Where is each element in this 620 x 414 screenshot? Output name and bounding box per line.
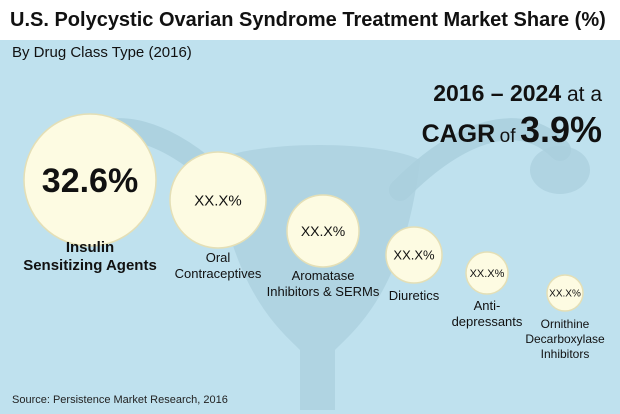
bubble [23, 113, 157, 247]
cagr-label: CAGR [421, 120, 496, 148]
category-label: Decarboxylase [525, 332, 605, 346]
category-label: Inhibitors [541, 347, 590, 361]
bubble-value-label: XX.X% [194, 192, 242, 209]
source-note: Source: Persistence Market Research, 201… [12, 394, 228, 406]
category-label: Contraceptives [175, 266, 262, 281]
bubble [546, 274, 584, 312]
title-bar: U.S. Polycystic Ovarian Syndrome Treatme… [0, 0, 620, 40]
category-label: Ornithine [541, 317, 590, 331]
cagr-at-a: at a [566, 83, 602, 106]
category-label: Diuretics [389, 288, 440, 303]
category-label: Anti- [474, 298, 501, 313]
bubble-value-label: XX.X% [393, 248, 435, 263]
bubble-value-label: XX.X% [549, 289, 581, 300]
cagr-of: of [499, 126, 516, 147]
bubble-value-label: XX.X% [470, 268, 505, 280]
cagr-period: 2016 – 2024 [433, 80, 562, 106]
bubble-group: XX.X% Anti-depressants [452, 251, 523, 329]
category-label: depressants [452, 314, 523, 329]
category-label: Sensitizing Agents [23, 257, 157, 274]
category-label: Aromatase [292, 268, 355, 283]
category-label: Insulin [66, 239, 114, 256]
category-label: Inhibitors & SERMs [267, 284, 380, 299]
bubble [385, 226, 443, 284]
chart-subtitle: By Drug Class Type (2016) [12, 44, 192, 61]
category-label: Oral [206, 250, 231, 265]
bubble-value-label: 32.6% [42, 162, 138, 200]
bubble [465, 251, 509, 295]
cagr-callout: 2016 – 2024 at a CAGR of 3.9% [422, 80, 602, 151]
bubble [286, 194, 360, 268]
cagr-value-line: CAGR of 3.9% [422, 109, 602, 151]
bubble-group: XX.X% Diuretics [385, 226, 443, 303]
cagr-value: 3.9% [519, 109, 602, 150]
chart-title: U.S. Polycystic Ovarian Syndrome Treatme… [10, 8, 606, 31]
bubble [169, 151, 267, 249]
bubble-value-label: XX.X% [301, 223, 345, 239]
cagr-period-line: 2016 – 2024 at a [422, 80, 602, 107]
